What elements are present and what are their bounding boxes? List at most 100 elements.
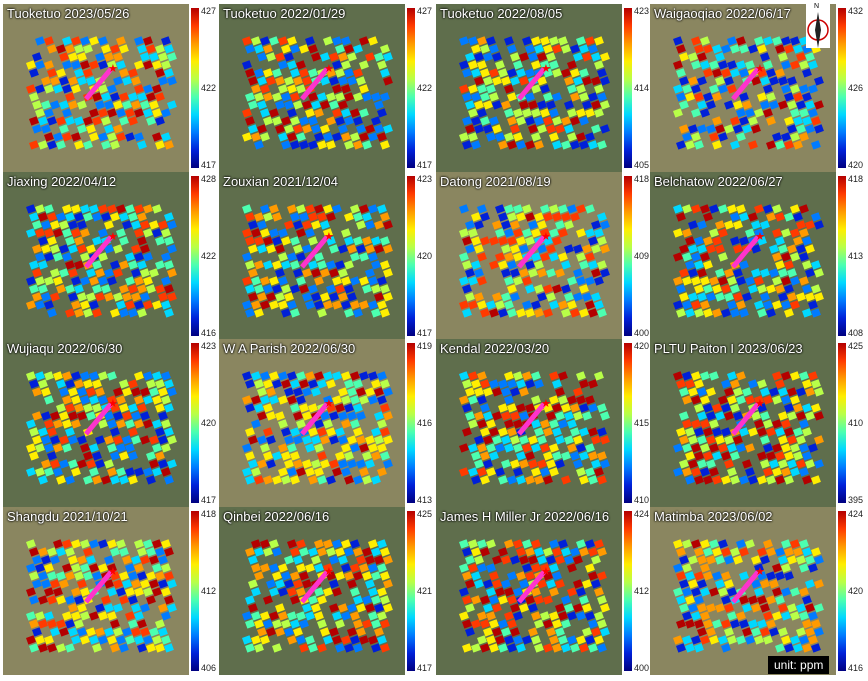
svg-text:★: ★ [755, 231, 765, 243]
colorbar-tick-mid: 422 [201, 251, 217, 261]
panel-title: Belchatow 2022/06/27 [654, 174, 783, 189]
svg-text:★: ★ [755, 63, 765, 75]
panel-title: W A Parish 2022/06/30 [223, 341, 356, 356]
satellite-map: ★ [650, 4, 836, 172]
satellite-map: ★ [219, 507, 405, 675]
svg-text:★: ★ [755, 566, 765, 578]
colorbar [407, 511, 415, 671]
colorbar-tick-mid: 422 [417, 83, 433, 93]
colorbar-tick-min: 408 [848, 328, 864, 338]
satellite-map: ★ [219, 4, 405, 172]
colorbar [624, 511, 632, 671]
panel-title: James H Miller Jr 2022/06/16 [440, 509, 610, 524]
colorbar [838, 511, 846, 671]
panel-title: PLTU Paiton I 2023/06/23 [654, 341, 803, 356]
svg-text:★: ★ [324, 63, 334, 75]
svg-text:★: ★ [541, 231, 551, 243]
svg-text:★: ★ [755, 398, 765, 410]
svg-text:★: ★ [324, 566, 334, 578]
colorbar-tick-mid: 416 [417, 418, 433, 428]
map-panel: ★ Wujiaqu 2022/06/30 423 420 417 [3, 339, 217, 507]
colorbar-tick-min: 417 [417, 160, 433, 170]
panel-title: Datong 2021/08/19 [440, 174, 551, 189]
map-panel: ★ Qinbei 2022/06/16 425 421 417 [219, 507, 433, 675]
satellite-map: ★ [219, 172, 405, 340]
colorbar-tick-min: 416 [201, 328, 217, 338]
colorbar-tick-mid: 420 [417, 251, 433, 261]
satellite-map: ★ [3, 4, 189, 172]
panel-title: Tuoketuo 2022/01/29 [223, 6, 346, 21]
colorbar-tick-min: 417 [417, 328, 433, 338]
satellite-map: ★ [436, 507, 622, 675]
svg-text:★: ★ [324, 398, 334, 410]
colorbar [838, 8, 846, 168]
colorbar [191, 343, 199, 503]
satellite-map: ★ [3, 507, 189, 675]
panel-title: Zouxian 2021/12/04 [223, 174, 338, 189]
colorbar-tick-max: 428 [201, 174, 217, 184]
colorbar-tick-max: 418 [201, 509, 217, 519]
colorbar-tick-max: 427 [417, 6, 433, 16]
colorbar-tick-max: 423 [634, 6, 650, 16]
panel-title: Wujiaqu 2022/06/30 [7, 341, 123, 356]
satellite-map: ★ [650, 172, 836, 340]
colorbar-tick-mid: 421 [417, 586, 433, 596]
satellite-map: ★ [650, 339, 836, 507]
map-panel: ★ Waigaoqiao 2022/06/17 432 426 420 [650, 4, 864, 172]
north-label: N [814, 3, 820, 10]
colorbar-tick-min: 420 [848, 160, 864, 170]
colorbar [407, 176, 415, 336]
colorbar-tick-max: 427 [201, 6, 217, 16]
colorbar-tick-min: 400 [634, 328, 650, 338]
colorbar [407, 8, 415, 168]
map-panel: ★ James H Miller Jr 2022/06/16 424 412 400 [436, 507, 650, 675]
colorbar-tick-min: 417 [417, 663, 433, 673]
north-arrow: N [806, 3, 830, 48]
colorbar-tick-mid: 426 [848, 83, 864, 93]
colorbar [191, 176, 199, 336]
unit-label: unit: ppm [768, 656, 830, 674]
colorbar-tick-max: 425 [417, 509, 433, 519]
satellite-map: ★ [650, 507, 836, 675]
colorbar [407, 343, 415, 503]
panel-title: Shangdu 2021/10/21 [7, 509, 128, 524]
colorbar-tick-mid: 422 [201, 83, 217, 93]
colorbar-tick-min: 410 [634, 495, 650, 505]
colorbar-tick-min: 416 [848, 663, 864, 673]
colorbar-tick-mid: 415 [634, 418, 650, 428]
colorbar [624, 343, 632, 503]
panel-title: Jiaxing 2022/04/12 [7, 174, 117, 189]
colorbar-tick-mid: 412 [634, 586, 650, 596]
colorbar-tick-min: 413 [417, 495, 433, 505]
colorbar-tick-mid: 420 [848, 586, 864, 596]
colorbar [838, 343, 846, 503]
map-panel: ★ Jiaxing 2022/04/12 428 422 416 [3, 172, 217, 340]
colorbar-tick-min: 405 [634, 160, 650, 170]
panel-title: Matimba 2023/06/02 [654, 509, 773, 524]
satellite-map: ★ [3, 339, 189, 507]
map-panel: ★ Tuoketuo 2023/05/26 427 422 417 [3, 4, 217, 172]
compass-icon [807, 12, 829, 48]
colorbar-tick-max: 419 [417, 341, 433, 351]
panel-title: Waigaoqiao 2022/06/17 [654, 6, 791, 21]
svg-text:★: ★ [108, 63, 118, 75]
colorbar-tick-min: 406 [201, 663, 217, 673]
colorbar-tick-min: 400 [634, 663, 650, 673]
satellite-map: ★ [436, 339, 622, 507]
svg-text:★: ★ [541, 398, 551, 410]
panel-title: Qinbei 2022/06/16 [223, 509, 330, 524]
map-panel: ★ Datong 2021/08/19 418 409 400 [436, 172, 650, 340]
colorbar [191, 8, 199, 168]
colorbar-tick-max: 418 [848, 174, 864, 184]
colorbar-tick-max: 423 [201, 341, 217, 351]
svg-text:★: ★ [108, 566, 118, 578]
map-panel: ★ Matimba 2023/06/02 424 420 416 [650, 507, 864, 675]
map-panel: ★ Belchatow 2022/06/27 418 413 408 [650, 172, 864, 340]
map-panel: ★ W A Parish 2022/06/30 419 416 413 [219, 339, 433, 507]
map-panel: ★ Tuoketuo 2022/01/29 427 422 417 [219, 4, 433, 172]
map-panel: ★ Shangdu 2021/10/21 418 412 406 [3, 507, 217, 675]
satellite-map: ★ [436, 4, 622, 172]
colorbar-tick-max: 424 [634, 509, 650, 519]
colorbar [838, 176, 846, 336]
